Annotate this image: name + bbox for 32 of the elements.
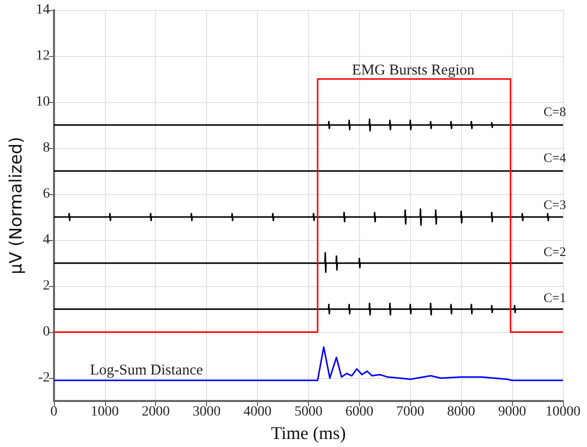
x-tick-label: 3000	[192, 404, 221, 420]
annotation: C=1	[543, 290, 566, 305]
x-tick-label: 10000	[546, 404, 580, 420]
x-tick-label: 9000	[498, 404, 526, 420]
x-axis-title: Time (ms)	[271, 423, 346, 443]
x-tick-label: 1000	[90, 404, 119, 420]
annotation: Log-Sum Distance	[90, 362, 204, 378]
y-tick-label: 4	[42, 232, 50, 248]
y-tick-label: 2	[42, 278, 50, 294]
y-axis-title: μV (Normalized)	[6, 136, 26, 274]
annotation: C=4	[543, 150, 566, 165]
line-series	[53, 302, 564, 316]
x-tick-label: 7000	[396, 404, 424, 420]
x-tick-label: 8000	[447, 404, 476, 420]
line-series	[53, 118, 564, 132]
y-tick-label: 10	[36, 94, 50, 110]
y-tick-label: 12	[36, 48, 50, 64]
annotation: C=8	[543, 104, 566, 119]
x-tick-label: 5000	[294, 404, 322, 420]
x-tick-label: 2000	[142, 404, 170, 420]
y-tick-label: -2	[38, 370, 50, 386]
annotation: C=2	[543, 244, 566, 259]
annotation: C=3	[543, 197, 566, 212]
x-tick-label: 4000	[244, 404, 272, 420]
y-tick-label: 14	[36, 2, 50, 18]
line-series	[53, 208, 564, 226]
y-tick-label: 8	[42, 140, 50, 156]
y-tick-label: 6	[42, 186, 50, 202]
line-series	[53, 346, 564, 382]
y-tick-label: 0	[42, 324, 50, 340]
x-tick-label: 6000	[345, 404, 374, 420]
annotation: EMG Bursts Region	[352, 62, 476, 78]
